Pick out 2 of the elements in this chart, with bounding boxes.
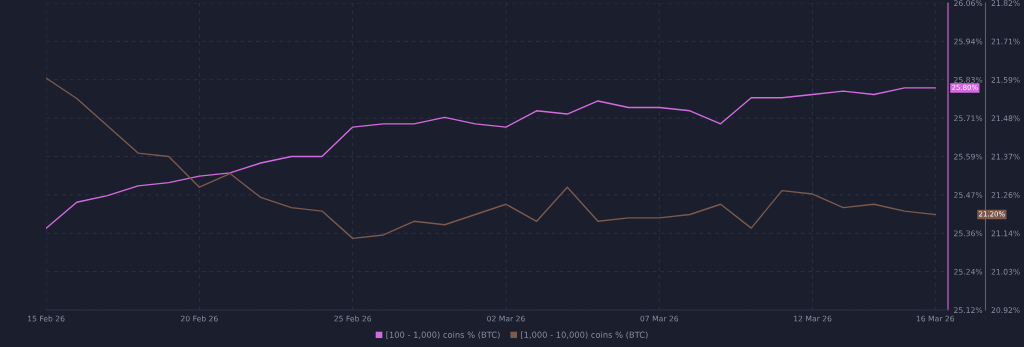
legend-label: [100 - 1,000) coins % (BTC) — [386, 331, 500, 339]
legend-label: [1,000 - 10,000) coins % (BTC) — [521, 331, 648, 339]
